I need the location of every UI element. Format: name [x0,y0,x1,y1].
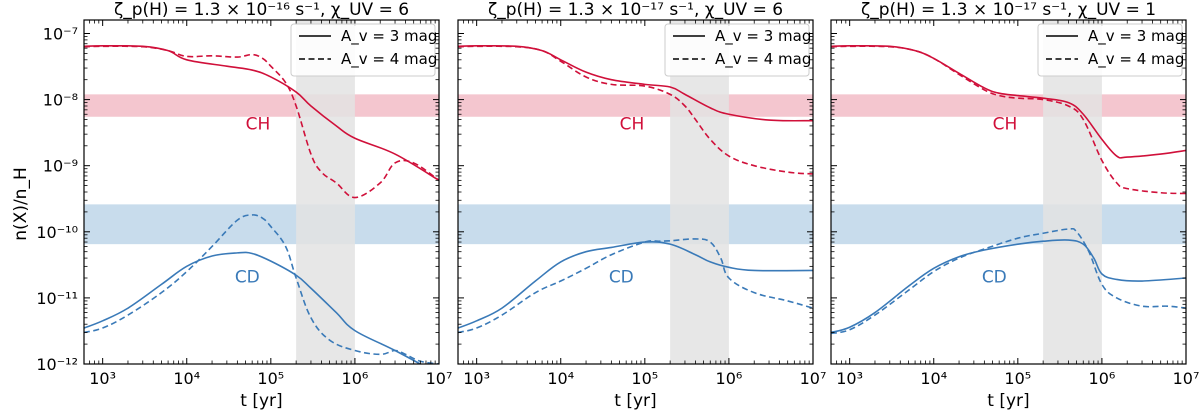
x-tick-label: 10⁵ [631,369,658,388]
y-tick-label: 10⁻⁷ [43,24,78,43]
plot-area [458,20,813,364]
ch-label: CH [246,115,271,135]
x-axis-label: t [yr] [240,391,282,411]
legend-label: A_v = 3 mag [341,27,437,46]
series-cd-dashed [831,227,1186,335]
x-tick-label: 10³ [836,369,863,388]
x-tick-label: 10⁵ [257,369,284,388]
series-cd-solid [458,241,813,329]
cd-label: CD [235,268,260,288]
legend-label: A_v = 4 mag [341,50,437,69]
x-tick-label: 10⁴ [920,369,947,388]
panel-title: ζ_p(H) = 1.3 × 10⁻¹⁶ s⁻¹, χ_UV = 6 [114,0,409,20]
x-tick-label: 10⁷ [1173,369,1200,388]
plot-area [84,20,439,364]
x-tick-label: 10⁵ [1004,369,1031,388]
time-shade [670,20,729,364]
panel-3: CH CD 10³ 10⁴ 10⁵ 10⁶ 10⁷ t [yr] ζ_p(H) = 1.3 × … [830,0,1200,411]
ch-label: CH [620,115,645,135]
y-tick-label: 10⁻¹¹ [36,289,78,308]
x-tick-label: 10⁴ [547,369,574,388]
x-tick-label: 10⁶ [1089,369,1116,388]
series-cd-solid [831,239,1186,334]
legend-label: A_v = 3 mag [715,27,811,46]
y-tick-label: 10⁻⁸ [43,91,78,110]
series-cd-dashed [458,238,813,334]
ch-label: CH [993,115,1018,135]
legend-box [290,23,436,77]
x-tick-label: 10³ [463,369,490,388]
x-tick-label: 10⁶ [342,369,369,388]
x-tick-label: 10⁷ [800,369,827,388]
cd-label: CD [982,268,1007,288]
panel-title: ζ_p(H) = 1.3 × 10⁻¹⁷ s⁻¹, χ_UV = 1 [861,0,1156,20]
series-ch-dashed [831,45,1186,195]
y-tick-label: 10⁻¹² [36,355,78,374]
x-axis-label: t [yr] [987,391,1029,411]
y-tick-label: 10⁻¹⁰ [36,223,78,242]
cd-band [84,204,439,245]
x-axis-label: t [yr] [614,391,656,411]
panels: CH CD 10³ 10⁴ 10⁵ 10⁶ 10⁷ t [yr] 10⁻¹² 10⁻¹¹ 10⁻¹⁰… [36,0,1199,411]
legend-label: A_v = 4 mag [1088,50,1184,69]
series-ch-dashed [84,45,439,199]
legend-label: A_v = 3 mag [1088,27,1184,46]
y-tick-label: 10⁻⁹ [43,157,78,176]
panel-title: ζ_p(H) = 1.3 × 10⁻¹⁷ s⁻¹, χ_UV = 6 [488,0,783,20]
panel-2: CH CD 10³ 10⁴ 10⁵ 10⁶ 10⁷ t [yr] ζ_p(H) = 1.3 × … [457,0,827,411]
legend-label: A_v = 4 mag [715,50,811,69]
cd-label: CD [609,268,634,288]
x-tick-label: 10³ [89,369,116,388]
ch-band [84,94,439,117]
legend-box [664,23,810,77]
x-tick-label: 10⁶ [716,369,743,388]
x-tick-label: 10⁷ [426,369,453,388]
series-cd-solid [84,251,422,364]
plot-area [831,20,1186,364]
ch-band [458,94,813,117]
legend-box [1037,23,1183,77]
ch-band [831,94,1186,117]
x-tick-label: 10⁴ [173,369,200,388]
y-axis-label: n(X)/n_H [11,167,31,240]
series-cd-dashed [84,214,439,364]
time-shade [1043,20,1102,364]
cd-band [458,204,813,245]
series-ch-dashed [458,45,813,175]
panel-1: CH CD 10³ 10⁴ 10⁵ 10⁶ 10⁷ t [yr] 10⁻¹² 10⁻¹¹ 10⁻¹⁰… [36,0,452,411]
cd-band [831,204,1186,245]
